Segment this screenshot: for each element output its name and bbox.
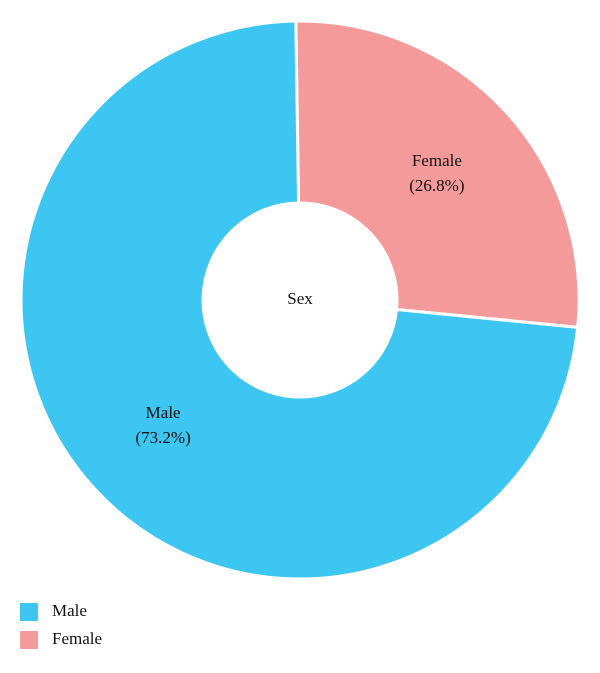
slice-value-label: (73.2%): [136, 428, 191, 447]
slice-label: Male: [146, 403, 181, 422]
legend-swatch: [20, 631, 38, 649]
legend-label: Female: [52, 629, 102, 648]
slice-value-label: (26.8%): [409, 176, 464, 195]
center-label: Sex: [287, 289, 313, 308]
legend-swatch: [20, 603, 38, 621]
donut-slice: [19, 19, 580, 581]
slice-label: Female: [412, 151, 462, 170]
donut-slice: [294, 19, 581, 329]
legend-label: Male: [52, 601, 87, 620]
